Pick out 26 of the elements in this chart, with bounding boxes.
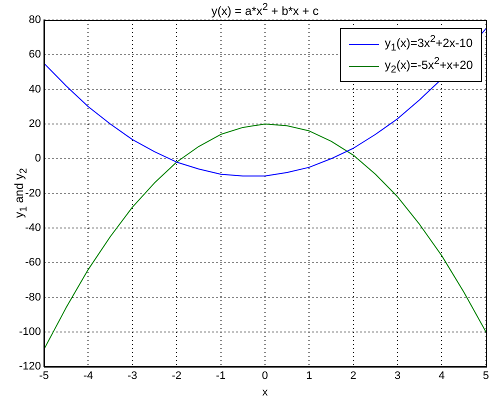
x-tick-label: 3 [394,370,401,382]
y-tick-label: 40 [28,83,42,96]
y-tick-label: 20 [28,118,42,130]
x-tick-label: -2 [172,370,182,382]
legend-label: y$_{1}$(x)=3x$^{2}$+2x-10 [384,34,473,54]
y-tick-label: 0 [34,152,42,165]
x-tick-label: -3 [128,370,138,382]
x-tick-label: -5 [39,370,49,382]
y-tick-label: -80 [25,291,42,304]
chart-title: y(x) = a*x$^{2}$ + b*x + c [210,2,320,18]
x-tick-label: 2 [350,370,356,382]
y-tick-label: -100 [18,326,42,338]
x-tick-label: 4 [438,370,445,382]
x-tick-label: -1 [216,370,226,382]
legend-label: y$_{2}$(x)=-5x$^{2}$+x+20 [384,56,473,76]
x-tick-label: 1 [306,370,312,382]
y-tick-label: -60 [25,256,42,269]
y-tick-label: -40 [25,222,42,234]
y-tick-label: 60 [28,48,42,61]
x-tick-label: 5 [482,370,490,382]
x-tick-label: -4 [83,370,94,382]
x-tick-label: 0 [262,370,268,382]
y-tick-label: 80 [28,14,42,26]
y-tick-label: -120 [18,360,42,373]
y-tick-label: -20 [25,187,42,200]
x-axis-title: x [262,386,268,398]
